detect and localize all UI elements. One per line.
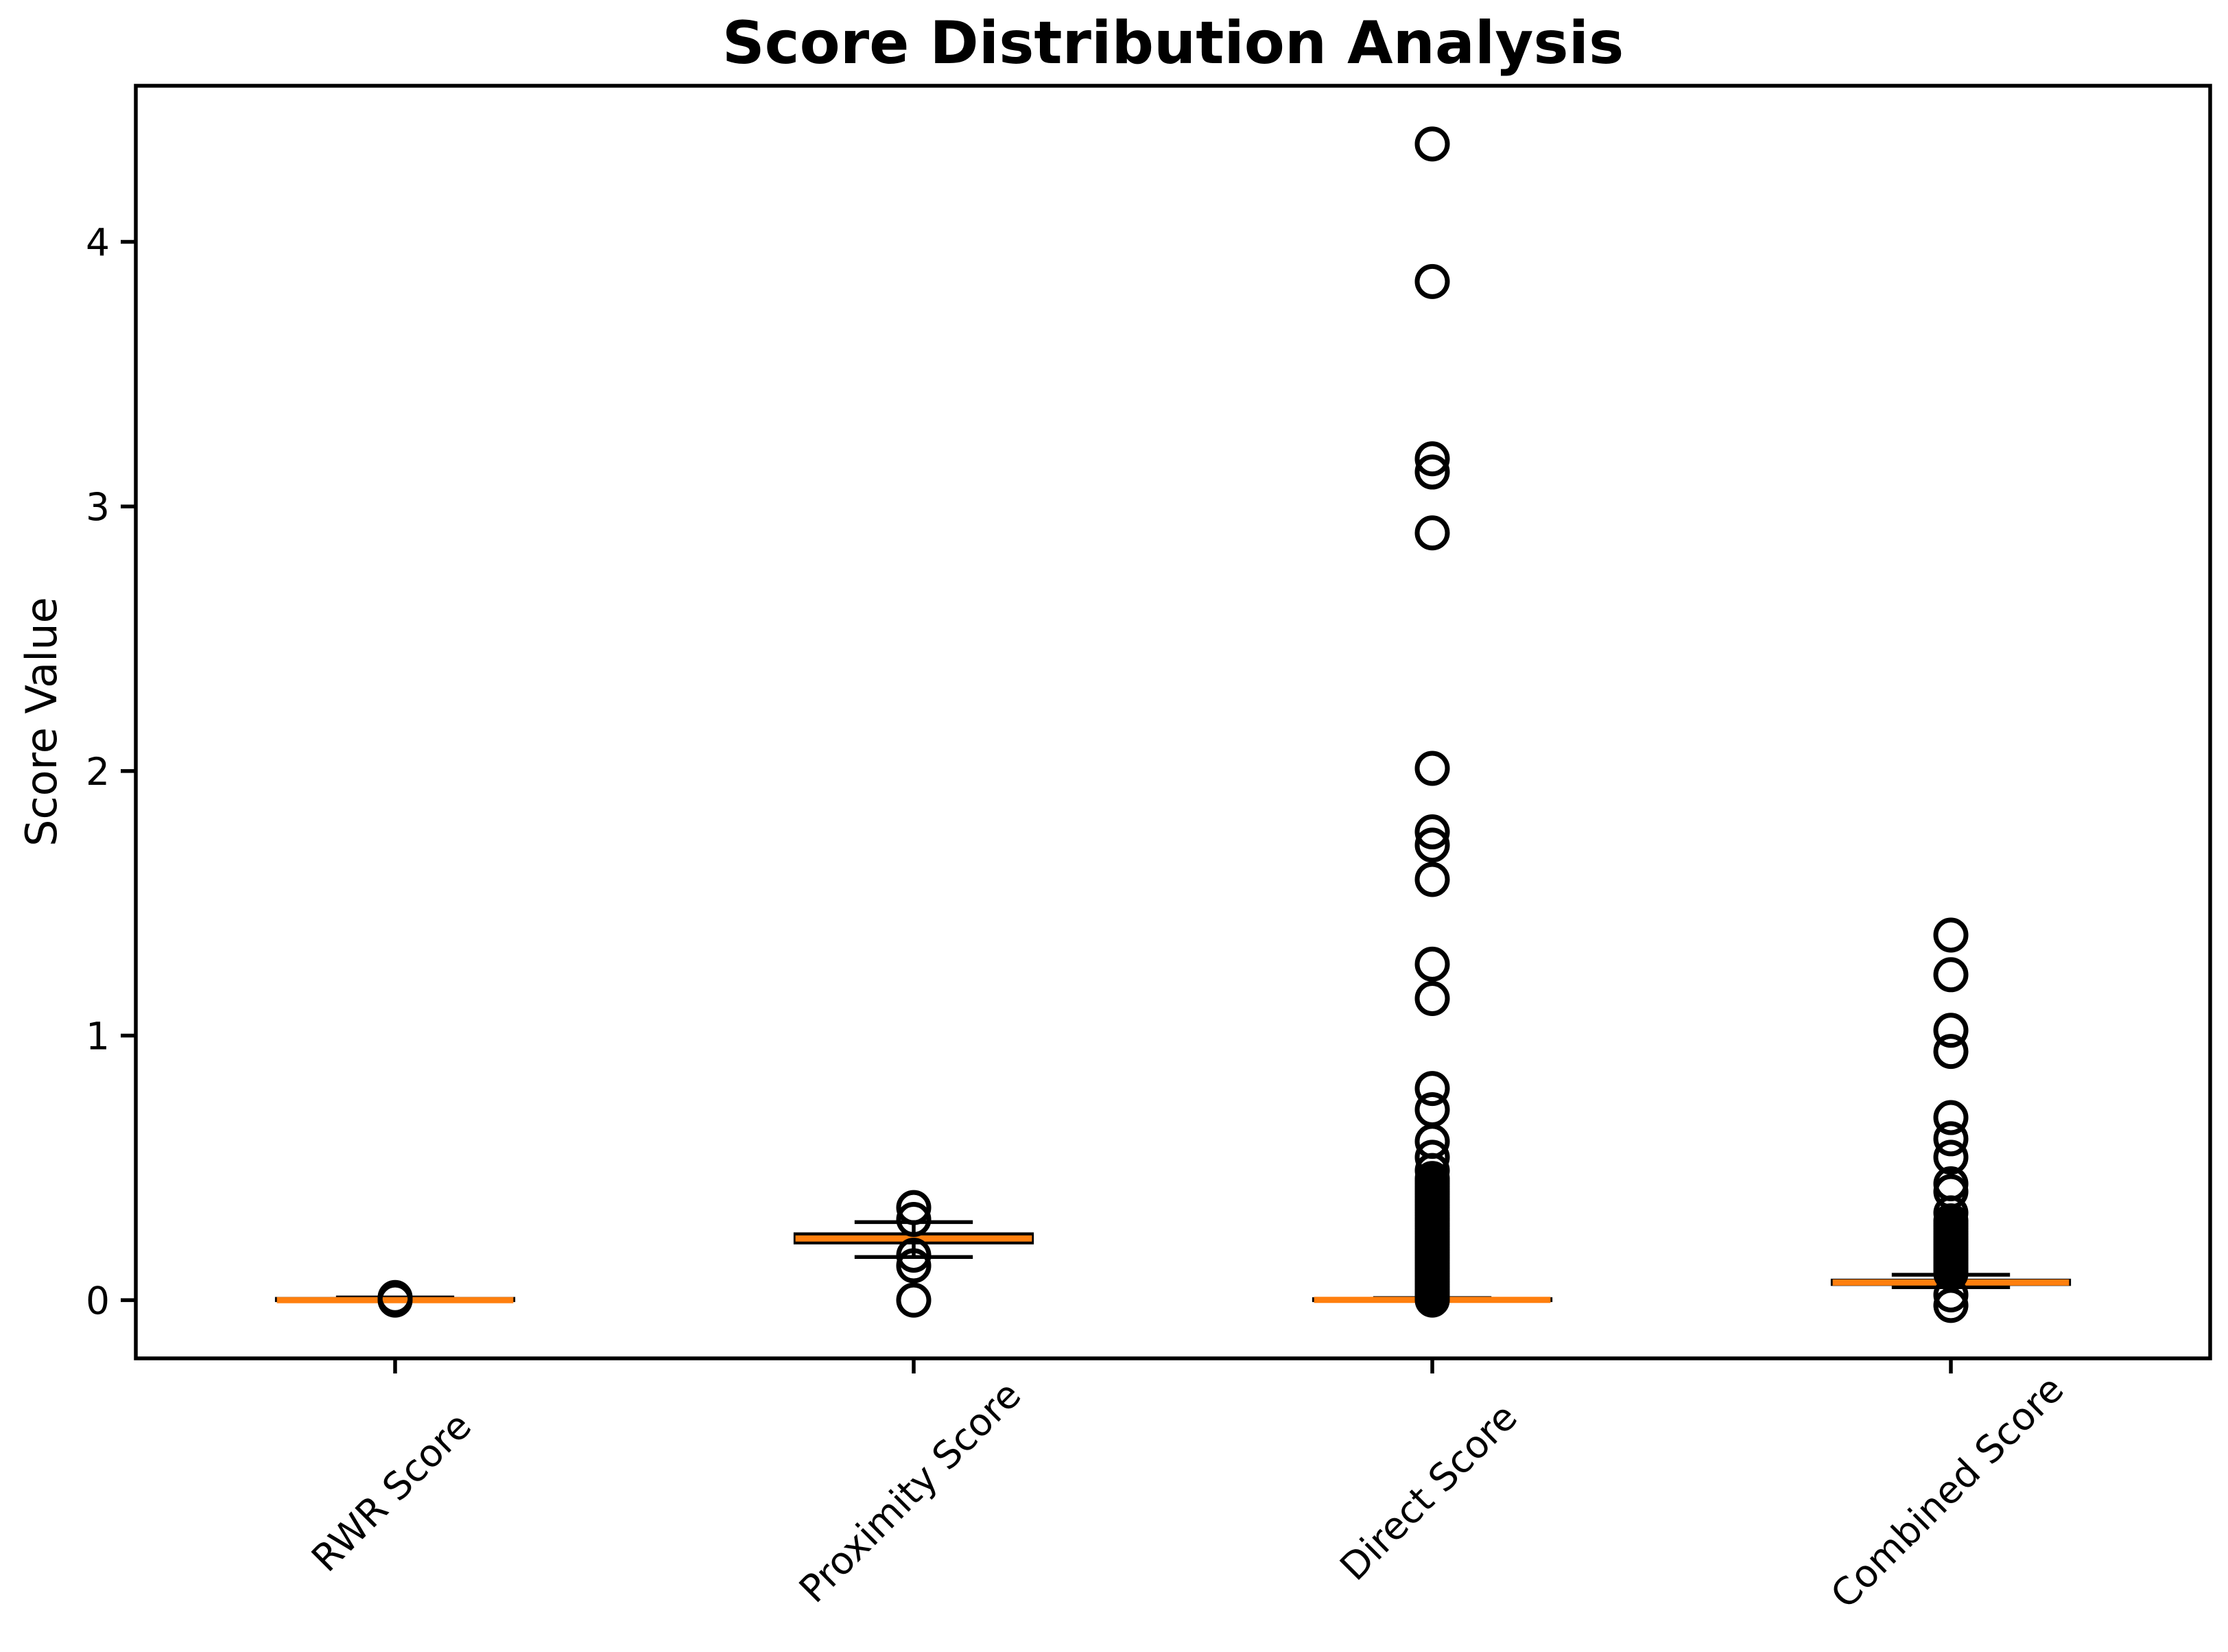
outlier-point [1414,751,1450,786]
outlier-point [1414,862,1450,897]
y-tick-label: 3 [86,485,110,529]
outlier-point [1933,957,1969,993]
outlier-point [377,1282,413,1318]
outlier-point [1414,441,1450,477]
outlier-point [1933,1034,1969,1070]
outlier-point [1414,263,1450,299]
y-tick-label: 2 [86,750,110,794]
outlier-point [896,1238,932,1273]
outlier-point [1414,515,1450,551]
outlier-point [1414,814,1450,850]
y-tick-label: 4 [86,221,110,265]
outlier-point [1414,946,1450,982]
x-tick-label: Proximity Score [791,1373,1030,1612]
outlier-point [1414,126,1450,162]
x-tick-label: RWR Score [303,1404,479,1580]
outlier-point [896,1248,932,1284]
outlier-point [1933,1013,1969,1048]
outlier-point [1933,1140,1969,1175]
y-tick-label: 0 [86,1279,110,1323]
outlier-point [1933,917,1969,953]
outlier-point [896,1190,932,1225]
x-tick-label: Direct Score [1331,1395,1526,1589]
outlier-point [1933,1121,1969,1157]
outlier-point [1933,1288,1969,1323]
outlier-point [1414,827,1450,863]
outlier-point [1414,454,1450,490]
outlier-point [1414,1071,1450,1107]
outlier-point [1933,1277,1969,1312]
outlier-point [1414,1282,1450,1318]
outlier-point [1414,1092,1450,1127]
y-tick-label: 1 [86,1015,110,1059]
y-axis-label: Score Value [16,597,67,847]
outlier-point [896,1282,932,1318]
outlier-point [896,1202,932,1238]
outlier-point [1933,1100,1969,1135]
outlier-point [1414,981,1450,1017]
plot-border [134,84,2212,1360]
chart-title: Score Distribution Analysis [722,9,1624,78]
plot-area: 0 1 2 3 4 RWR Score Proximity Score Direct Scor… [86,84,2212,1617]
x-tick-label: Combined Score [1822,1367,2072,1616]
